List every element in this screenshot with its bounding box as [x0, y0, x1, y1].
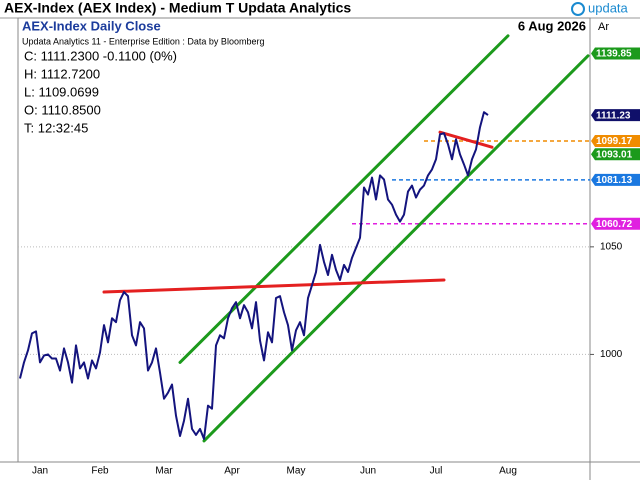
- price-tag-label: 1093.01: [596, 149, 633, 160]
- x-tick-label: Mar: [155, 466, 173, 477]
- x-tick-label: Aug: [499, 466, 517, 477]
- trend-line: [178, 34, 510, 364]
- info-low: L: 1109.0699: [24, 84, 99, 99]
- price-tag: [591, 47, 640, 60]
- chart-date: 6 Aug 2026: [518, 18, 586, 33]
- y-tick-label: 1050: [600, 241, 623, 252]
- x-tick-label: Feb: [91, 466, 109, 477]
- price-tag: [591, 217, 640, 230]
- price-tag-label: 1060.72: [596, 219, 633, 230]
- x-tick-label: Jun: [360, 466, 376, 477]
- price-line: [19, 111, 489, 440]
- info-time: T: 12:32:45: [24, 120, 88, 135]
- y-tick-label: 1000: [600, 349, 623, 360]
- chart-title: AEX-Index Daily Close: [22, 18, 161, 33]
- price-tag: [591, 173, 640, 186]
- x-tick-label: Jul: [430, 466, 443, 477]
- info-close: C: 1111.2300 -0.1100 (0%): [24, 48, 177, 63]
- price-tag: [591, 148, 640, 161]
- info-high: H: 1112.7200: [24, 66, 100, 81]
- price-tag: [591, 135, 640, 148]
- info-open: O: 1110.8500: [24, 102, 101, 117]
- logo-text: updata: [588, 0, 629, 15]
- info-source: Updata Analytics 11 - Enterprise Edition…: [22, 36, 264, 46]
- price-tag-label: 1139.85: [596, 49, 632, 60]
- price-tag-label: 1111.23: [596, 110, 631, 121]
- logo: updata: [571, 0, 629, 16]
- trend-line: [202, 54, 590, 443]
- x-tick-label: Apr: [224, 466, 240, 477]
- trend-line: [102, 278, 446, 294]
- x-tick-label: Jan: [32, 466, 48, 477]
- price-tag-label: 1081.13: [596, 175, 633, 186]
- price-tag-label: 1099.17: [596, 136, 633, 147]
- x-tick-label: May: [287, 466, 306, 477]
- logo-icon: [571, 2, 585, 16]
- axis-corner: Ar: [598, 21, 609, 33]
- window-title: AEX-Index (AEX Index) - Medium T Updata …: [4, 0, 351, 16]
- trend-line: [438, 130, 494, 149]
- price-tag: [591, 109, 640, 122]
